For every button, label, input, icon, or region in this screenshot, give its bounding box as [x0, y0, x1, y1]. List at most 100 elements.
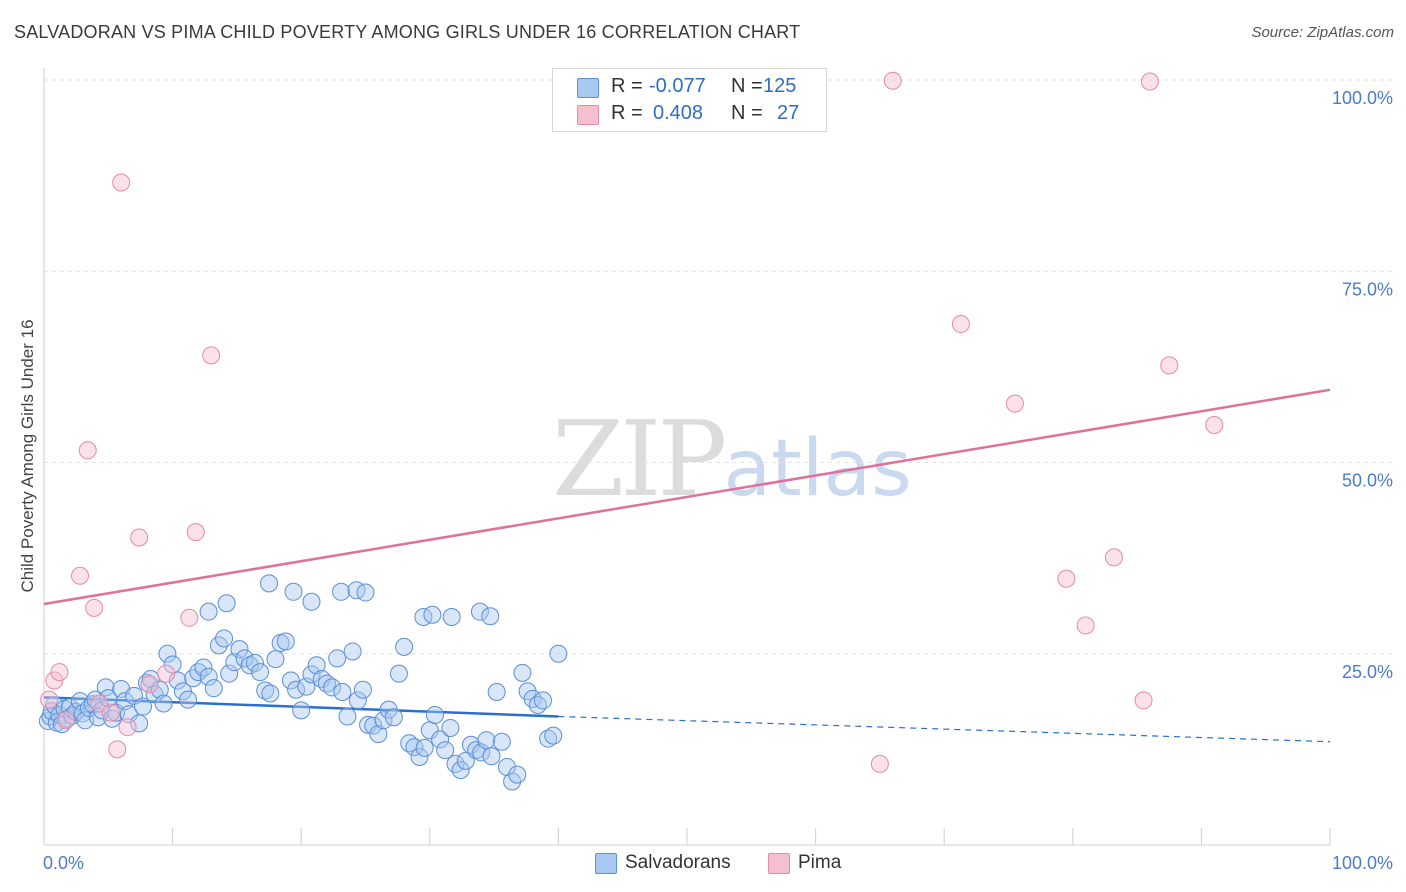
- salvadorans-point: [130, 714, 149, 733]
- pima-point: [883, 71, 902, 90]
- legend-r-label: R =: [611, 102, 643, 124]
- salvadorans-point: [497, 757, 516, 776]
- bottom-swatch-pima: [768, 853, 790, 874]
- salvadorans-point: [245, 653, 264, 672]
- salvadorans-point: [415, 738, 434, 757]
- salvadorans-point: [549, 644, 568, 663]
- y-tick-label: 75.0%: [1342, 279, 1393, 299]
- pima-point: [1076, 616, 1095, 635]
- gridlines: [44, 79, 1395, 655]
- salvadorans-point: [199, 602, 218, 621]
- legend-r-value: -0.077: [649, 75, 706, 97]
- pima-point: [1134, 691, 1153, 710]
- salvadorans-point: [287, 680, 306, 699]
- pima-point: [1140, 72, 1159, 91]
- pima-point: [56, 711, 75, 730]
- salvadorans-point: [194, 658, 213, 677]
- pima-points: [40, 71, 1224, 773]
- legend-r-label: R =: [611, 75, 643, 97]
- y-axis-label: Child Poverty Among Girls Under 16: [18, 319, 37, 592]
- salvadorans-point: [154, 694, 173, 713]
- pima-point: [202, 346, 221, 365]
- salvadorans-point: [251, 663, 270, 682]
- salvadorans-point: [436, 741, 455, 760]
- salvadorans-point: [204, 679, 223, 698]
- legend-n-value: 27: [777, 102, 800, 124]
- pima-point: [186, 523, 205, 542]
- salvadorans-point: [539, 729, 558, 748]
- salvadorans-point: [302, 665, 321, 684]
- legend-row-pima: R = 0.408 N = 27: [553, 102, 826, 128]
- salvadorans-point: [338, 707, 357, 726]
- salvadorans-point: [292, 701, 311, 720]
- salvadorans-point: [215, 629, 234, 648]
- salvadorans-point: [423, 605, 442, 624]
- tick-labels: 25.0% 50.0% 75.0% 100.0% 0.0% 100.0%: [43, 88, 1393, 873]
- pima-point: [157, 664, 176, 683]
- salvadorans-point: [533, 691, 552, 710]
- pima-point: [101, 703, 120, 722]
- salvadorans-point: [395, 637, 414, 656]
- salvadorans-point: [230, 640, 249, 659]
- salvadorans-point: [374, 711, 393, 730]
- salvadorans-point: [343, 642, 362, 661]
- salvadorans-point: [220, 664, 239, 683]
- salvadorans-point: [389, 664, 408, 683]
- salvadorans-point: [276, 632, 295, 651]
- bottom-legend-label: Pima: [798, 852, 842, 873]
- salvadorans-point: [119, 705, 138, 724]
- pima-point: [50, 663, 69, 682]
- x-tick-label: 0.0%: [43, 853, 84, 873]
- legend-n-value: 125: [763, 75, 797, 97]
- pima-trend-line: [43, 388, 1331, 606]
- pima-point: [78, 441, 97, 460]
- bottom-legend-label: Salvadorans: [625, 852, 731, 873]
- salvadorans-point: [508, 765, 527, 784]
- salvadorans-trend-line: [43, 696, 559, 718]
- salvadorans-point: [96, 678, 115, 697]
- legend-n-label: N =: [731, 102, 763, 124]
- salvadorans-point: [487, 683, 506, 701]
- axes: [43, 68, 1331, 846]
- salvadorans-point: [261, 684, 280, 703]
- salvadorans-point: [544, 726, 563, 745]
- pima-point: [130, 528, 149, 547]
- salvadorans-point: [470, 602, 489, 621]
- salvadorans-point: [217, 594, 236, 613]
- salvadorans-point: [281, 671, 300, 690]
- salvadorans-point: [446, 754, 465, 773]
- pima-point: [112, 173, 131, 192]
- salvadorans-point: [356, 583, 375, 602]
- pima-point: [1057, 569, 1076, 588]
- salvadorans-point: [431, 730, 450, 749]
- legend-n-label: N =: [731, 75, 763, 97]
- salvadorans-point: [441, 718, 460, 737]
- salvadorans-point: [369, 725, 388, 744]
- salvadorans-point: [425, 705, 444, 724]
- salvadorans-point: [173, 682, 192, 701]
- salvadorans-point: [284, 582, 303, 601]
- pima-point: [1104, 548, 1123, 567]
- salvadorans-point: [134, 697, 153, 716]
- salvadorans-point: [492, 732, 511, 751]
- salvadorans-point: [353, 680, 372, 699]
- pima-point: [40, 690, 59, 709]
- pima-point: [71, 566, 90, 585]
- chart-title: SALVADORAN VS PIMA CHILD POVERTY AMONG G…: [14, 22, 801, 42]
- pima-point: [108, 740, 127, 759]
- pima-point: [140, 675, 159, 694]
- trend-lines: [43, 388, 1331, 743]
- pima-point: [180, 608, 199, 627]
- salvadorans-point: [333, 683, 352, 701]
- pima-point: [951, 315, 970, 334]
- salvadorans-point: [163, 655, 182, 674]
- salvadorans-point: [256, 681, 275, 700]
- salvadorans-point: [482, 747, 501, 766]
- salvadorans-point: [328, 649, 347, 668]
- source-credit: Source: ZipAtlas.com: [1251, 24, 1394, 41]
- salvadorans-point: [481, 607, 500, 626]
- salvadorans-point: [332, 582, 351, 601]
- salvadorans-point: [442, 608, 461, 627]
- salvadorans-point: [477, 731, 496, 750]
